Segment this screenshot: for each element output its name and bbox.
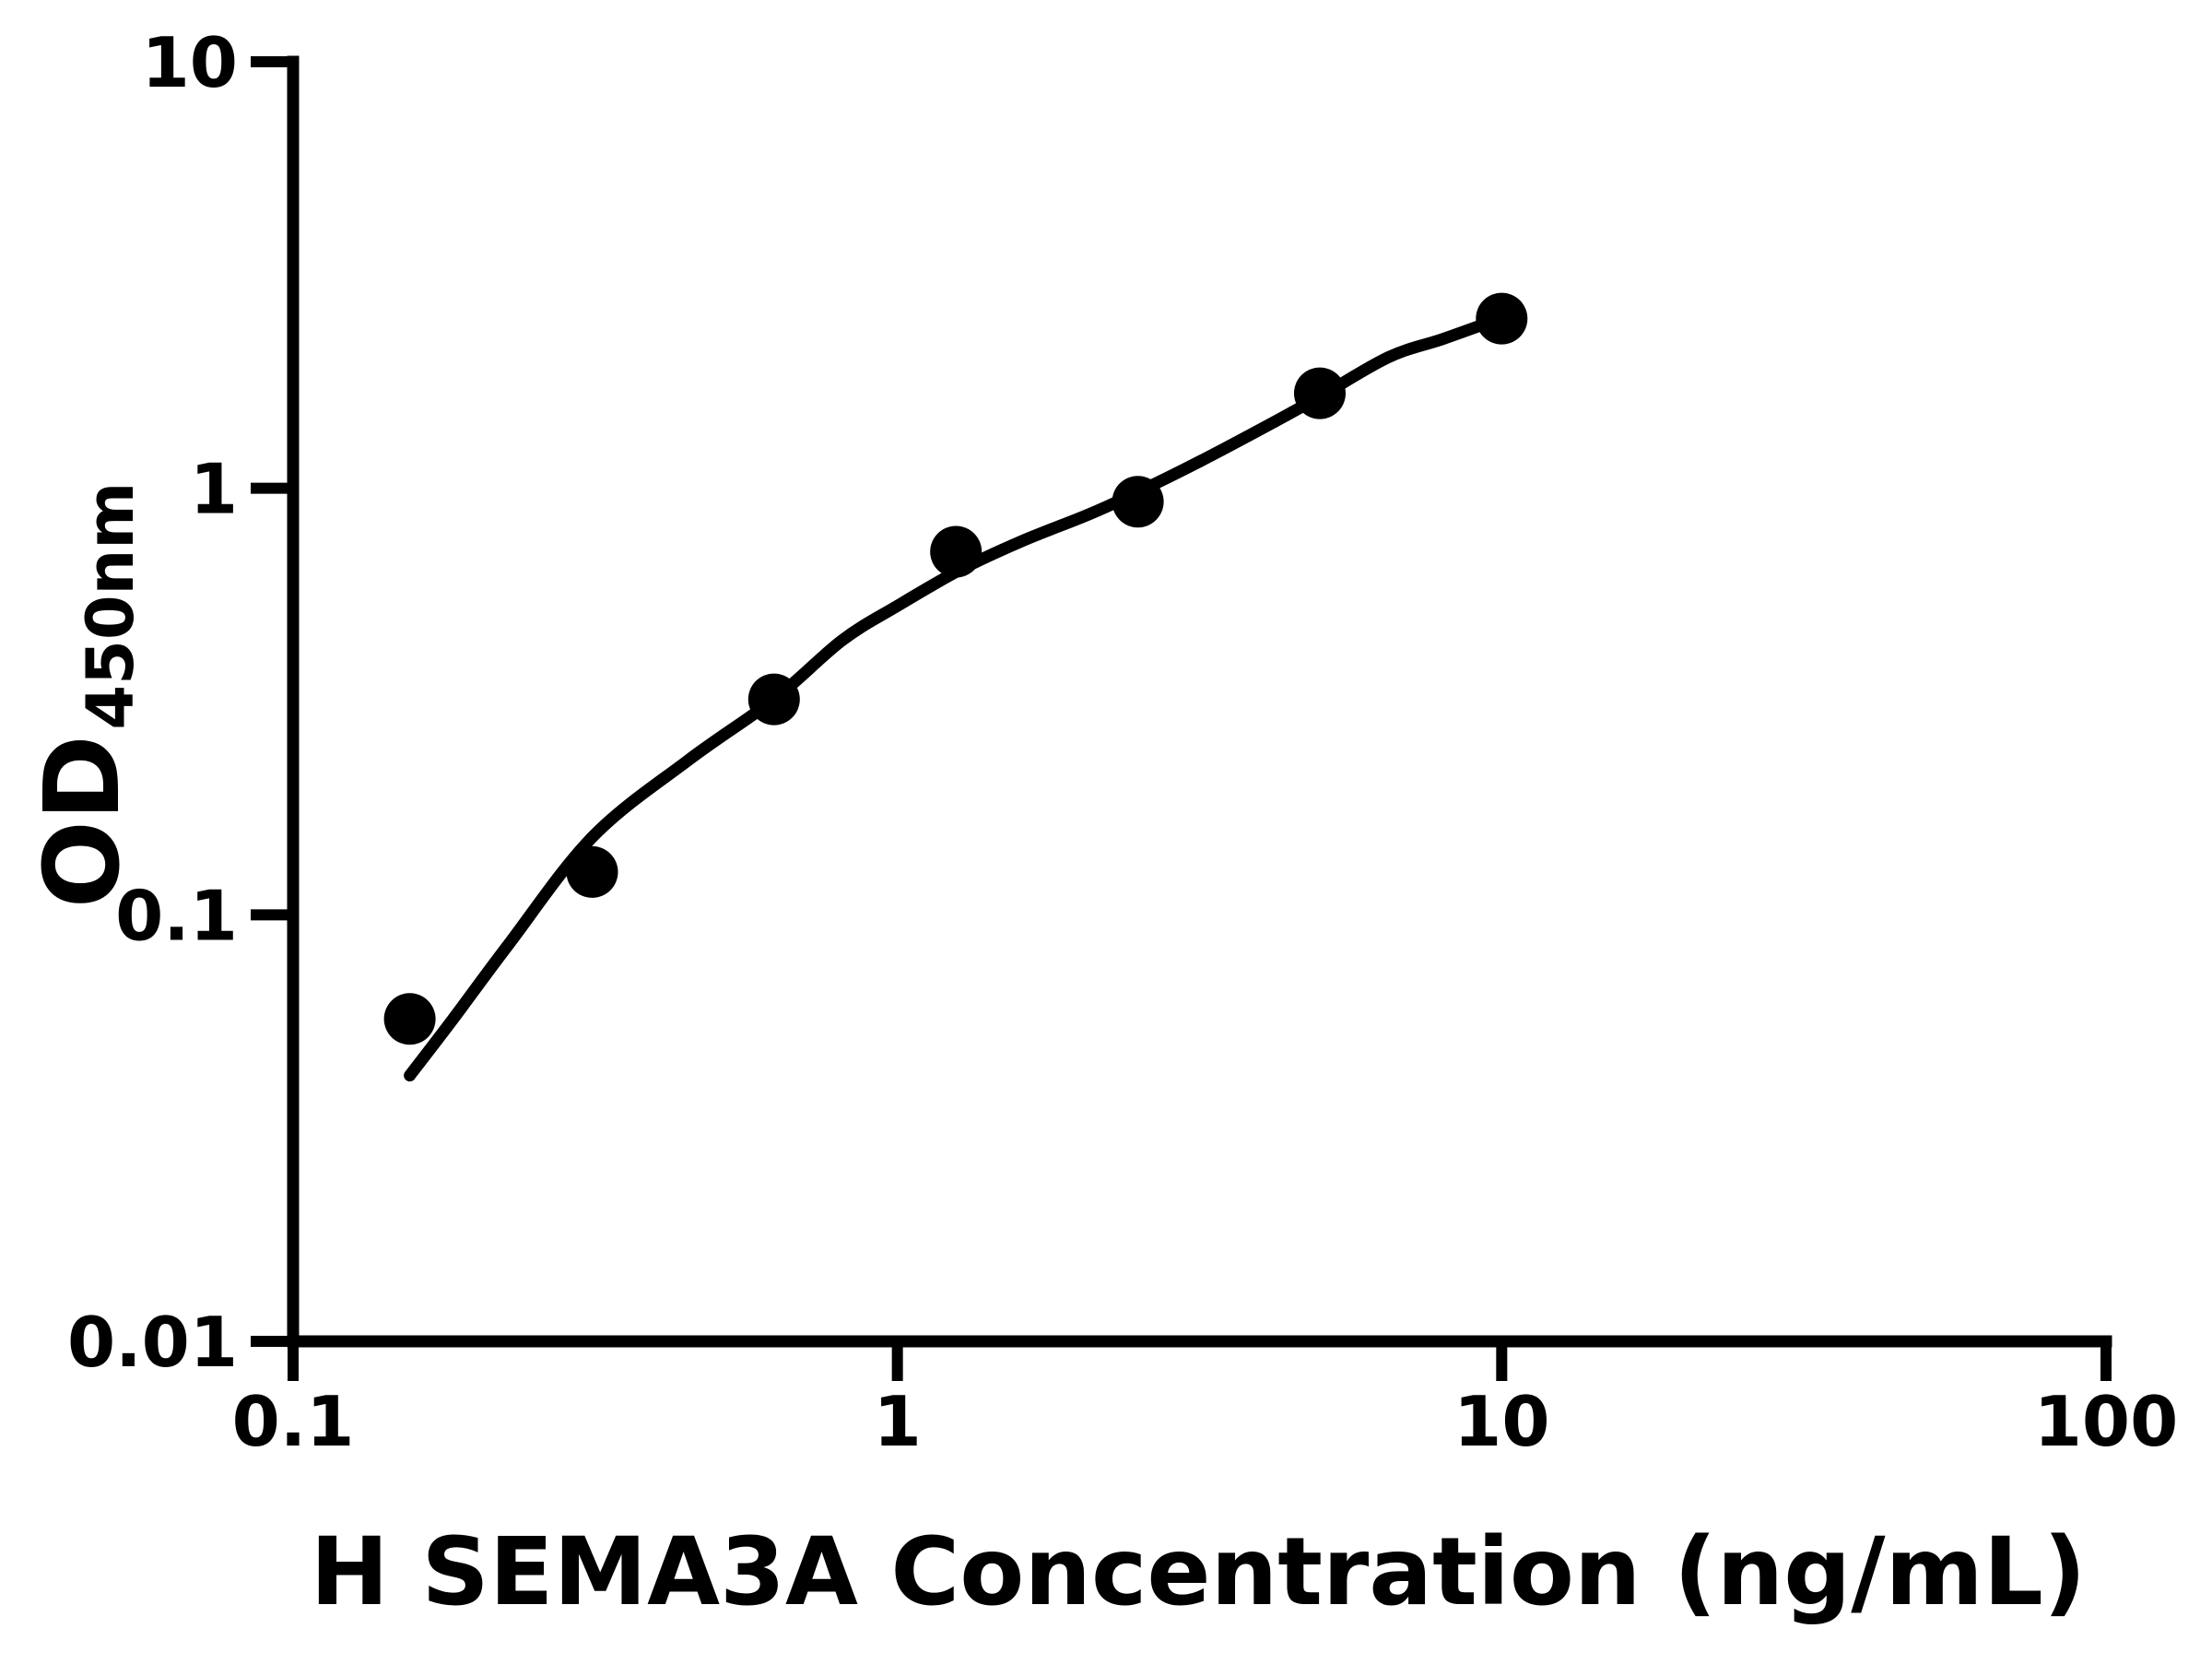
y-tick-label: 1 [190, 449, 238, 530]
data-point [747, 673, 800, 726]
y-axis-title: OD 450nm [23, 482, 148, 909]
data-point [930, 525, 982, 578]
y-tick-label: 10 [142, 22, 238, 103]
data-point [1112, 476, 1164, 528]
y-tick-label: 0.01 [67, 1302, 238, 1383]
x-axis-title: H SEMA3A Concentration (ng/mL) [311, 1517, 2087, 1627]
y-tick-label: 0.1 [115, 875, 238, 956]
x-tick-label: 100 [2034, 1381, 2179, 1462]
y-axis-title-subscript: 450nm [73, 482, 148, 730]
data-point [383, 993, 436, 1045]
x-tick-label: 1 [874, 1381, 922, 1462]
data-point [1476, 292, 1528, 345]
data-point [1294, 367, 1346, 419]
data-point [566, 845, 618, 898]
x-tick-label: 10 [1453, 1381, 1549, 1462]
x-tick-label: 0.1 [232, 1381, 355, 1462]
y-axis-title-main: OD [23, 735, 143, 908]
